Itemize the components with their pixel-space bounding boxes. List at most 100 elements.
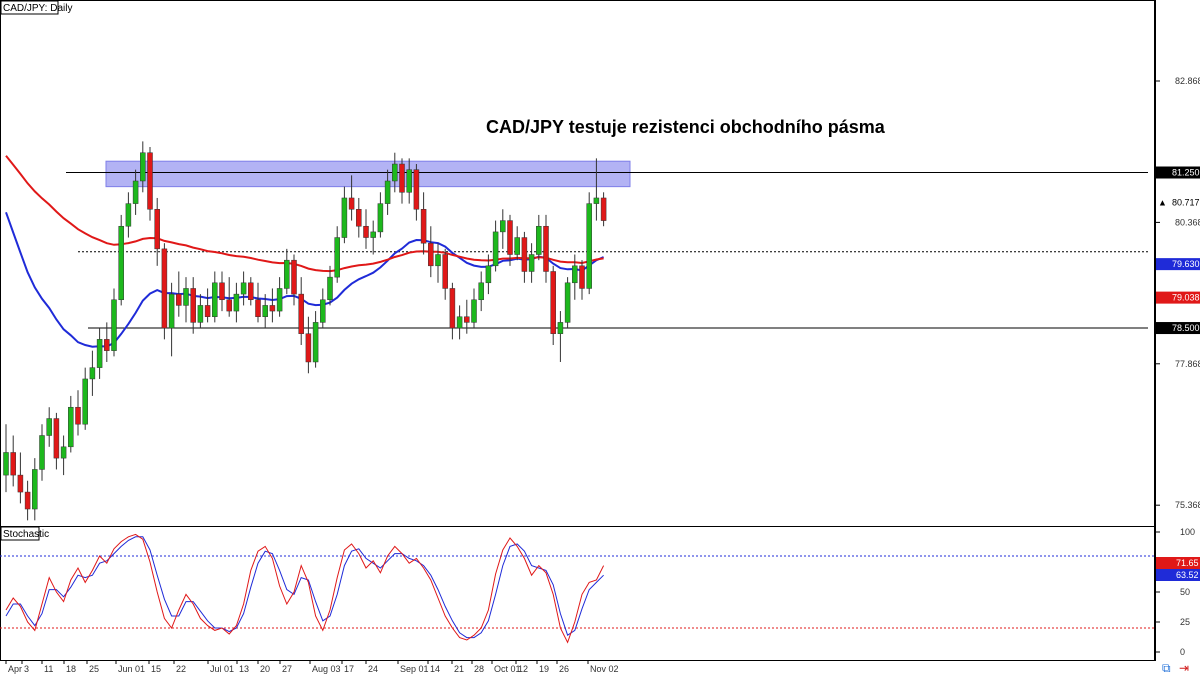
candle-bull — [593, 197, 600, 204]
candle-bear — [147, 152, 153, 210]
stochastic-label: Stochastic — [3, 529, 49, 540]
price-tag — [1156, 258, 1200, 271]
candle-bull — [384, 180, 391, 204]
candle-bull — [471, 299, 477, 323]
candle-bull — [572, 265, 578, 284]
candle-bull — [82, 378, 88, 425]
candle-bear — [24, 491, 31, 510]
arrow-right-icon[interactable]: ⇥ — [1179, 661, 1190, 675]
date-axis-label: 19 — [539, 664, 549, 674]
candle-bull — [39, 435, 45, 470]
candle-bear — [104, 339, 110, 351]
candle-bear — [543, 225, 549, 272]
price-tag-value: 79.630 — [1172, 259, 1200, 269]
candle-bull — [197, 305, 204, 323]
candle-bear — [190, 288, 196, 323]
candle-bear — [413, 169, 420, 210]
date-axis-label: 15 — [151, 664, 161, 674]
date-axis-label: 27 — [282, 664, 292, 674]
price-tag-marker: ▲ — [1158, 198, 1167, 208]
date-axis-label: 14 — [430, 664, 440, 674]
date-axis-label: Aug 03 — [312, 664, 341, 674]
candle-bull — [46, 418, 52, 436]
date-axis-label: 22 — [176, 664, 186, 674]
candle-bull — [111, 299, 117, 351]
candle-bear — [399, 163, 405, 193]
candle-bull — [118, 225, 124, 301]
chart-frame — [0, 0, 1155, 661]
candle-bull — [212, 282, 218, 317]
price-axis-label: 80.368 — [1175, 217, 1200, 227]
date-axis-label: 17 — [344, 664, 354, 674]
candle-bear — [10, 452, 16, 476]
stoch-axis-label: 100 — [1180, 527, 1195, 537]
candle-bull — [60, 446, 67, 459]
chart-headline: CAD/JPY testuje rezistenci obchodního pá… — [486, 117, 886, 137]
candle-bull — [536, 225, 542, 255]
candle-bull — [89, 367, 96, 380]
candle-bull — [557, 322, 564, 334]
price-axis-label: 75.368 — [1175, 500, 1200, 510]
price-tag — [1156, 291, 1200, 304]
candle-bear — [154, 209, 160, 250]
candle-bull — [140, 152, 146, 182]
stoch-value-tag — [1156, 557, 1200, 569]
candle-bull — [240, 282, 247, 295]
candle-bear — [356, 209, 362, 227]
candle-bull — [312, 322, 319, 363]
candle-bull — [435, 254, 441, 267]
date-axis-label: 25 — [89, 664, 99, 674]
stoch-value-text: 63.52 — [1176, 570, 1199, 580]
date-axis-label: Jul 01 — [210, 664, 234, 674]
candle-bear — [420, 209, 427, 244]
candle-bear — [579, 265, 585, 289]
date-axis-label: Oct 01 — [494, 664, 521, 674]
candle-bull — [406, 169, 412, 193]
candle-bear — [17, 474, 24, 493]
candle-bull — [492, 231, 499, 267]
candle-bull — [327, 276, 333, 301]
candle-bull — [514, 237, 520, 255]
candle-bull — [370, 231, 376, 238]
candle-bear — [449, 288, 456, 329]
candle-bear — [248, 282, 254, 301]
candle-bull — [485, 265, 492, 284]
candle-bull — [168, 293, 175, 329]
price-tag-value: 80.717 — [1172, 198, 1200, 208]
candle-bear — [291, 259, 297, 295]
stoch-k-line — [5, 533, 605, 644]
candle-bull — [320, 299, 326, 323]
date-axis-label: 20 — [260, 664, 270, 674]
sync-icon[interactable]: ⧉ — [1162, 661, 1171, 675]
resistance-zone — [105, 160, 631, 188]
candle-bull — [284, 259, 290, 289]
candle-bear — [442, 254, 448, 289]
candle-bear — [600, 197, 607, 221]
stoch-axis-label: 50 — [1180, 587, 1190, 597]
candle-bear — [53, 418, 60, 459]
candle-bull — [456, 316, 463, 329]
candle-bull — [68, 406, 74, 448]
date-axis-label: 18 — [66, 664, 76, 674]
ma-slow-line — [5, 155, 604, 273]
candle-bull — [586, 203, 592, 289]
candle-bear — [521, 237, 528, 272]
candle-bear — [464, 316, 470, 323]
candle-bear — [428, 242, 434, 267]
candle-bull — [528, 254, 535, 272]
date-axis-label: 13 — [239, 664, 249, 674]
date-axis-label: 11 — [44, 664, 53, 674]
candle-bear — [550, 271, 556, 334]
candle-bull — [276, 288, 283, 312]
candle-bull — [96, 339, 103, 368]
stoch-axis-label: 25 — [1180, 617, 1190, 627]
candle-bull — [32, 469, 38, 510]
price-tag-value: 78.500 — [1172, 323, 1200, 333]
date-axis-label: 24 — [368, 664, 378, 674]
candle-bull — [377, 203, 384, 233]
candle-bear — [269, 305, 276, 312]
stoch-value-tag — [1156, 569, 1200, 581]
candle-bear — [305, 333, 312, 363]
stoch-value-text: 71.65 — [1176, 558, 1199, 568]
